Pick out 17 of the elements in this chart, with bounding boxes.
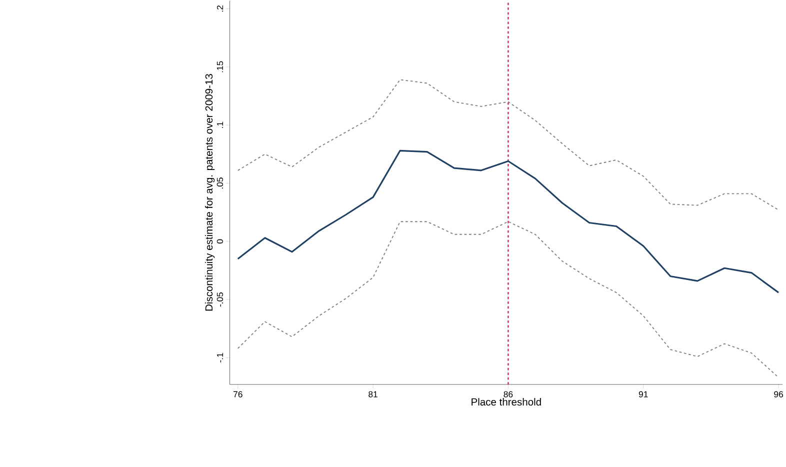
y-tick-label: .05 <box>216 178 224 188</box>
x-tick-label: 91 <box>638 391 648 398</box>
x-tick-label: 86 <box>504 391 513 398</box>
y-tick-label: 0 <box>216 239 224 244</box>
y-tick-label: .2 <box>216 6 224 12</box>
x-tick-label: 76 <box>234 391 242 398</box>
y-tick-label: .15 <box>216 61 224 72</box>
y-tick-label: .1 <box>217 122 224 128</box>
y-axis-title: Discontinuity estimate for avg. patents over 2009-13 <box>205 74 215 311</box>
line-series <box>237 150 780 294</box>
y-tick-label: -.05 <box>216 292 224 307</box>
x-tick-label: 96 <box>774 391 783 398</box>
line-series <box>237 79 780 210</box>
line-series <box>237 221 780 378</box>
y-tick-label: -.1 <box>217 353 224 362</box>
x-axis-title: Place threshold <box>472 398 541 406</box>
x-tick-label: 81 <box>368 391 378 398</box>
